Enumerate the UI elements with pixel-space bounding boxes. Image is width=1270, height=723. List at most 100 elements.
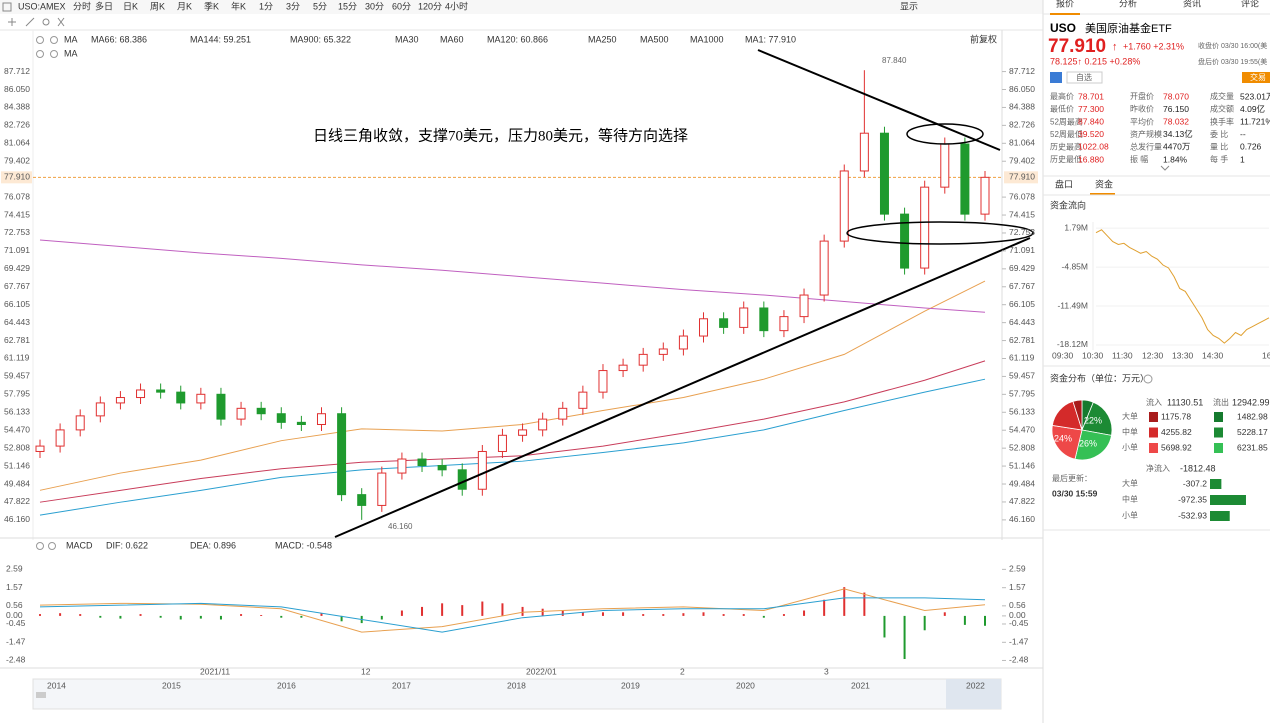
candle-body (357, 494, 367, 506)
close-time: 收盘价 03/30 16:00(美 (1198, 41, 1267, 50)
candle-body (296, 421, 306, 426)
dea-label: DEA: 0.896 (190, 540, 236, 550)
ma-legend: MA30 (395, 34, 419, 44)
macd-bar (240, 614, 243, 616)
macd-bar (79, 614, 82, 616)
watch-button-label[interactable]: 自选 (1076, 72, 1092, 82)
symbol[interactable]: USO:AMEX (18, 1, 66, 11)
y-tick-label: 52.808 (4, 442, 30, 452)
subtab[interactable]: 资金 (1095, 178, 1113, 189)
support-ellipse (846, 221, 1034, 245)
candle-body (578, 391, 588, 409)
inflow-value: 5698.92 (1161, 442, 1192, 452)
y-tick-label: 64.443 (4, 317, 30, 327)
resistance-ellipse (906, 123, 984, 145)
trade-button[interactable] (1242, 72, 1270, 83)
macd-bar (803, 610, 806, 616)
display-menu[interactable]: 显示 (900, 1, 918, 11)
macd-tick-label: 2.59 (1009, 564, 1026, 574)
period-button[interactable]: 5分 (313, 1, 327, 11)
macd-bar (99, 615, 102, 618)
period-button[interactable]: 120分 (418, 1, 442, 11)
macd-bar (380, 615, 383, 620)
drawing-tools[interactable] (8, 17, 65, 27)
macd-bar (280, 615, 283, 618)
period-button[interactable]: 多日 (95, 0, 113, 11)
y-tick-label: 51.146 (1009, 460, 1035, 470)
period-button[interactable]: 年K (231, 0, 246, 11)
year-label: 2014 (47, 680, 66, 690)
low-label: 46.160 (388, 522, 413, 531)
y-tick-label: 71.091 (1009, 245, 1035, 255)
current-price-label: 77.910 (4, 172, 30, 182)
ma-title: MA (64, 34, 78, 44)
y-tick-label: 64.443 (1009, 317, 1035, 327)
ma-legend: MA250 (588, 34, 617, 44)
ma-legend: MA66: 68.386 (91, 34, 147, 44)
info-icon[interactable] (1143, 374, 1153, 384)
candle-body (55, 429, 65, 447)
y-tick-label: 49.484 (4, 478, 30, 488)
scroller-window[interactable] (946, 679, 1001, 709)
y-tick-label: 87.712 (4, 66, 30, 76)
stat-value: 1.84% (1163, 154, 1188, 164)
macd-bar (702, 612, 705, 616)
period-button[interactable]: 1分 (259, 1, 273, 11)
tab[interactable]: 资讯 (1183, 0, 1201, 8)
y-tick-label: 56.133 (4, 407, 30, 417)
period-button[interactable]: 季K (204, 0, 219, 11)
candle-body (859, 132, 869, 172)
macd-tick-label: 1.57 (1009, 582, 1026, 592)
period-button[interactable]: 3分 (286, 1, 300, 11)
tab[interactable]: 分析 (1119, 0, 1137, 8)
quote-price: 77.910 (1048, 36, 1106, 57)
subtab[interactable]: 盘口 (1055, 178, 1073, 189)
macd-bar (199, 615, 202, 619)
period-button[interactable]: 30分 (365, 1, 384, 11)
macd-tick-label: -2.48 (1009, 655, 1029, 665)
tab[interactable]: 报价 (1056, 0, 1074, 8)
period-button[interactable]: 60分 (392, 1, 411, 11)
y-tick-label: 72.753 (4, 227, 30, 237)
adjust-mode[interactable]: 前复权 (970, 33, 997, 44)
candle-body (980, 176, 990, 215)
stat-label: 资产规模 (1130, 129, 1162, 139)
row-label: 大单 (1122, 411, 1138, 421)
candle-body (598, 370, 608, 393)
candle-body (558, 407, 568, 420)
candle-body (256, 407, 266, 415)
period-button[interactable]: 日K (123, 1, 138, 11)
ma-legend: MA120: 60.866 (487, 34, 548, 44)
scroller-handle[interactable] (36, 692, 46, 698)
expand-chevron[interactable] (1160, 165, 1170, 171)
menu-icon[interactable] (2, 2, 12, 12)
macd-bar (722, 614, 725, 616)
period-button[interactable]: 月K (177, 1, 192, 11)
pie-slice (1074, 429, 1112, 461)
candle-body (960, 143, 970, 215)
tab[interactable]: 评论 (1241, 0, 1259, 8)
trade-button-label[interactable]: 交易 (1250, 72, 1266, 82)
y-tick-label: 57.795 (1009, 389, 1035, 399)
range-scroller[interactable] (32, 678, 1002, 710)
macd-bar (59, 613, 62, 616)
macd-icons[interactable] (36, 542, 56, 550)
year-label: 2018 (507, 680, 526, 690)
candle-body (236, 407, 246, 420)
period-button[interactable]: 分时 (73, 0, 91, 11)
period-button[interactable]: 4小时 (445, 0, 468, 11)
candle-body (316, 413, 326, 426)
period-button[interactable]: 15分 (338, 1, 357, 11)
outflow-swatch (1214, 443, 1223, 453)
watch-button[interactable] (1066, 71, 1103, 84)
after-time: 盘后价 03/30 19:55(美 (1198, 57, 1267, 66)
macd-bar (421, 606, 424, 616)
candle-body (397, 458, 407, 474)
period-button[interactable]: 周K (150, 1, 165, 11)
share-button[interactable] (1050, 72, 1062, 83)
stat-value: 4470万 (1163, 142, 1190, 152)
stat-label: 总发行量 (1130, 142, 1162, 152)
stat-value: 78.070 (1163, 91, 1189, 101)
ma-settings-icons[interactable] (36, 36, 58, 58)
